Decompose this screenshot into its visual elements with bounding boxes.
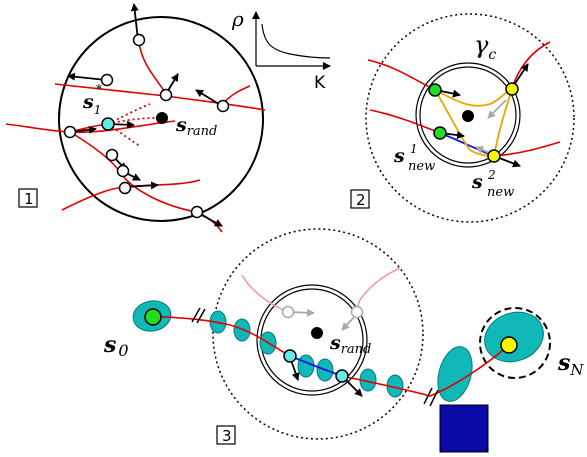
faded-edge — [356, 267, 401, 313]
tree-node — [105, 148, 119, 162]
new-node-green-1 — [428, 83, 442, 97]
panel-3-number: 3 — [222, 427, 232, 445]
panel-3-box — [216, 425, 236, 445]
faded-arrows — [288, 308, 358, 331]
faded-node — [281, 305, 295, 319]
tree-node — [159, 88, 173, 102]
new-node-yellow-2 — [487, 149, 501, 163]
break — [429, 389, 439, 407]
s1-sup: * — [96, 82, 102, 96]
panel-2: γc s 1 new s 2 new 2 — [350, 13, 575, 223]
ellipse — [484, 311, 544, 363]
candidate-trajectories — [434, 88, 513, 157]
panel-2-box — [350, 189, 370, 209]
inset-ylabel: ρ — [231, 7, 244, 31]
goal-node — [500, 336, 518, 354]
traj — [434, 88, 513, 107]
panel2-edges — [367, 41, 561, 157]
tree-node — [100, 73, 114, 87]
inset-curve — [261, 23, 331, 59]
random-sample-dot — [156, 112, 168, 124]
sn-label: sN — [557, 350, 584, 379]
edge-left-upper — [367, 59, 436, 91]
tree-nodes — [63, 33, 230, 219]
arrow — [67, 72, 107, 81]
random-sample-dot-3 — [311, 327, 323, 339]
panel-1: s1 * srand ρ K 1 — [5, 3, 331, 233]
tree-edges — [5, 41, 266, 233]
faded-node — [350, 305, 364, 319]
panel-1-number: 1 — [24, 190, 34, 208]
arrow — [487, 99, 507, 119]
inset-xlabel: K — [314, 73, 326, 93]
tree-node — [116, 164, 130, 178]
new-node-yellow-1 — [505, 82, 519, 96]
edge-right-upper — [511, 41, 551, 89]
new-node-green-2 — [433, 126, 447, 140]
traj — [434, 89, 495, 157]
panel3-path — [151, 315, 509, 397]
gamma-ring-inner — [419, 66, 517, 164]
panel-1-box — [18, 188, 38, 208]
gamma-label: γc — [474, 31, 496, 63]
ray-mid — [107, 117, 159, 125]
obstacle — [439, 404, 489, 453]
gamma-ring-outer — [415, 62, 521, 168]
inner-ring-outer-3 — [256, 284, 368, 396]
node-cyan-2 — [335, 369, 349, 383]
snew1-sub: new — [408, 159, 435, 174]
edge-right-lower — [493, 141, 561, 157]
break — [196, 308, 206, 324]
srand-label: srand — [175, 114, 217, 139]
path-start — [151, 315, 291, 357]
ellipse — [297, 354, 315, 378]
nearest-node — [101, 117, 115, 131]
steer-arrows — [475, 99, 507, 156]
break — [191, 307, 201, 323]
snew2-sup: 2 — [487, 168, 496, 182]
path-end — [341, 345, 509, 397]
tree-node — [132, 33, 146, 47]
edge-left-lower — [369, 109, 441, 134]
snew1-label: s — [393, 145, 405, 167]
panel-2-number: 2 — [356, 191, 366, 209]
start-node — [144, 308, 162, 326]
tree-node — [63, 125, 77, 139]
ellipse — [233, 318, 251, 342]
s1-label: s1 — [82, 91, 101, 117]
srand-label-3: srand — [329, 332, 371, 357]
break-marks — [191, 307, 439, 407]
center-dot — [462, 110, 474, 122]
tree-node — [216, 99, 230, 113]
tree-node — [118, 181, 132, 195]
neighborhood-circle — [58, 16, 264, 222]
break — [423, 387, 433, 405]
density-inset: ρ K — [231, 7, 331, 93]
snew2-sub: new — [487, 185, 514, 200]
ray-up — [107, 103, 151, 125]
node-cyan-1 — [283, 349, 297, 363]
ray-down — [107, 123, 141, 147]
tree-node — [190, 205, 204, 219]
snew2-label: s — [471, 171, 483, 193]
outer-dotted-circle-3 — [212, 228, 424, 440]
faded-edge — [241, 274, 289, 313]
candidate-rays — [107, 103, 159, 147]
edge-top — [138, 41, 167, 95]
goal-region — [479, 307, 551, 379]
outer-dotted-circle — [365, 13, 575, 223]
snew1-sup: 1 — [410, 142, 418, 156]
